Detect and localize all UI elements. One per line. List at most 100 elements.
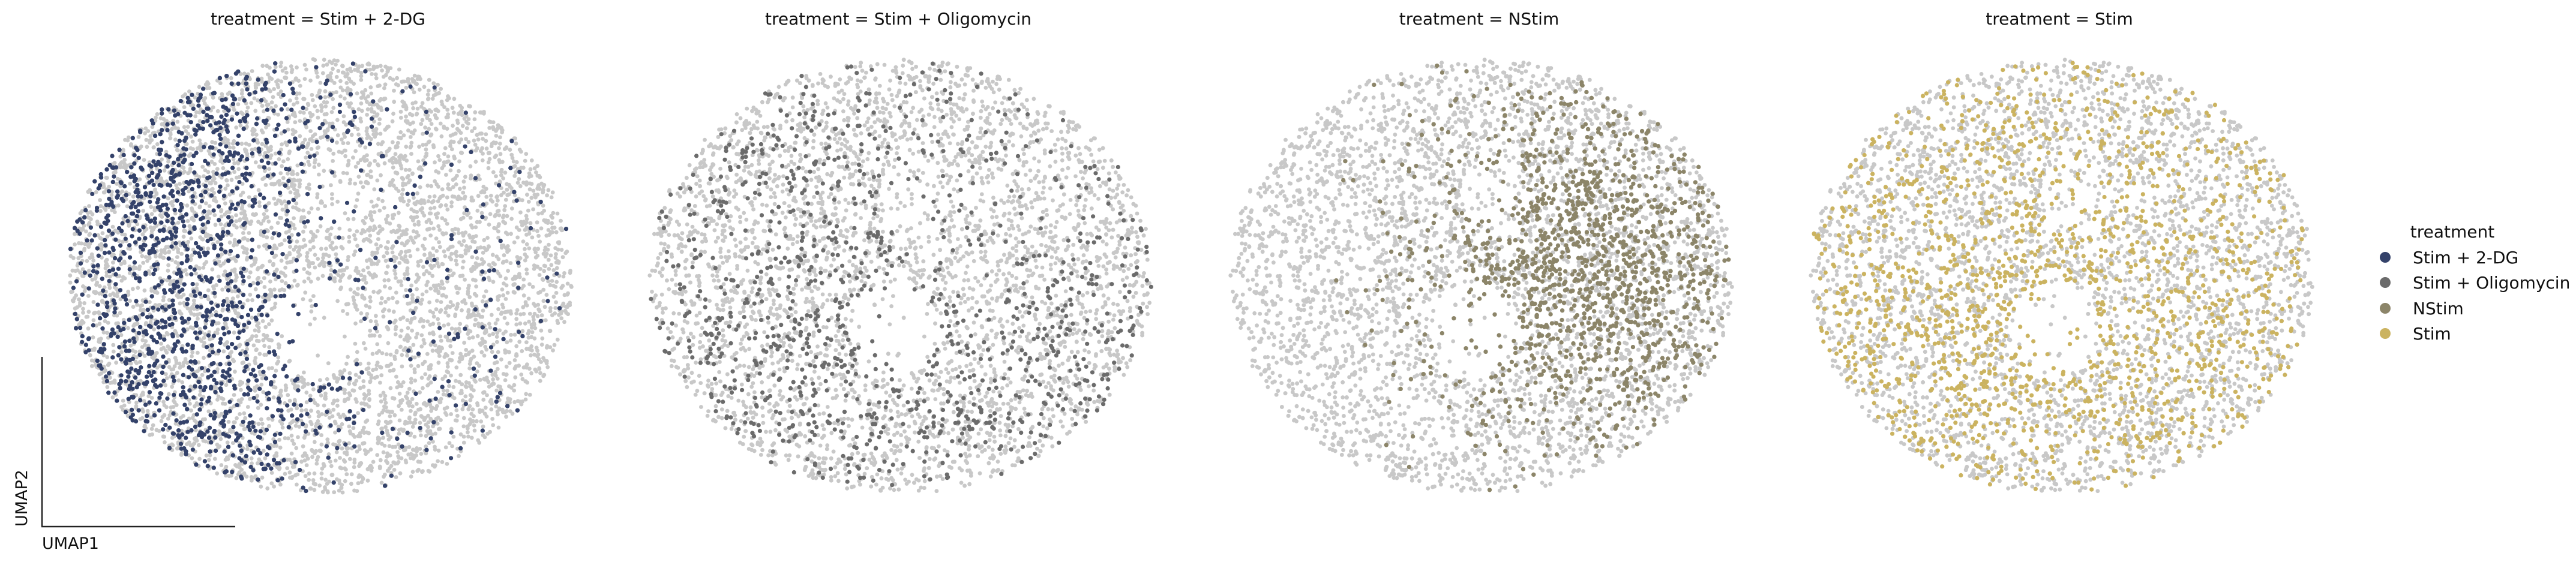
background-point [145, 138, 149, 142]
background-point [295, 164, 299, 168]
background-point [159, 214, 163, 218]
background-point [418, 88, 422, 92]
background-point [443, 407, 447, 411]
background-point [539, 329, 543, 333]
background-point [142, 399, 146, 403]
background-point [173, 401, 177, 405]
background-point [385, 352, 389, 356]
background-point [502, 281, 506, 285]
background-point [105, 258, 109, 262]
background-point [485, 393, 489, 398]
background-point [383, 300, 388, 304]
background-point [427, 140, 431, 144]
background-point [528, 187, 532, 191]
background-point [311, 98, 315, 102]
background-point [411, 106, 415, 110]
background-point [263, 285, 267, 289]
background-point [240, 142, 244, 146]
background-point [409, 380, 413, 384]
background-point [208, 86, 212, 90]
background-point [457, 160, 461, 164]
background-point [503, 221, 507, 226]
background-point [316, 192, 320, 196]
background-point [341, 64, 345, 68]
background-point [466, 122, 470, 126]
background-point [369, 319, 373, 323]
background-point [278, 446, 283, 450]
background-point [394, 350, 398, 354]
background-point [476, 137, 481, 142]
background-point [115, 294, 119, 298]
background-point [483, 340, 487, 344]
background-point [243, 416, 247, 420]
background-point [487, 244, 491, 248]
background-point [392, 368, 396, 372]
background-point [568, 300, 572, 305]
background-point [484, 289, 488, 293]
background-point [366, 479, 370, 483]
background-point [398, 383, 403, 387]
background-point [160, 157, 164, 161]
background-point [316, 109, 320, 113]
background-point [497, 209, 501, 213]
background-point [317, 91, 321, 95]
panel-title-3: treatment = NStim [1399, 9, 1559, 29]
background-point [68, 274, 72, 278]
background-point [277, 345, 281, 350]
background-point [437, 228, 442, 232]
background-point [250, 298, 254, 302]
background-point [292, 217, 296, 221]
background-point [391, 213, 395, 217]
background-point [475, 401, 479, 405]
background-point [322, 315, 326, 320]
background-point [386, 125, 391, 129]
background-point [378, 365, 382, 369]
background-point [554, 291, 559, 295]
background-point [202, 262, 206, 266]
background-point [527, 320, 531, 324]
background-point [391, 461, 395, 465]
background-point [418, 447, 422, 451]
background-point [445, 196, 449, 200]
background-point [166, 196, 170, 200]
background-point [370, 218, 374, 223]
background-point [464, 137, 468, 141]
background-point [264, 183, 268, 187]
background-point [547, 243, 551, 247]
background-point [365, 158, 369, 163]
background-point [427, 218, 431, 222]
background-point [331, 473, 335, 477]
background-point [391, 251, 395, 255]
background-point [505, 188, 509, 192]
background-point [197, 139, 202, 143]
background-point [442, 324, 446, 328]
background-point [521, 278, 526, 282]
background-point [226, 440, 230, 444]
background-point [354, 373, 358, 377]
background-point [433, 445, 437, 449]
background-point [311, 134, 315, 139]
background-point [379, 399, 383, 404]
background-point [230, 178, 234, 182]
background-point [494, 389, 499, 393]
background-point [427, 441, 431, 445]
background-point [338, 456, 342, 460]
background-point [422, 214, 426, 218]
background-point [529, 353, 533, 357]
background-point [431, 425, 435, 429]
background-point [499, 274, 503, 278]
background-point [252, 344, 256, 348]
background-point [476, 334, 480, 338]
background-point [277, 157, 281, 161]
background-point [296, 208, 300, 212]
background-point [563, 293, 567, 297]
background-point [437, 196, 442, 200]
background-point [274, 152, 278, 156]
background-point [421, 101, 425, 106]
background-point [211, 95, 215, 100]
background-point [181, 414, 185, 418]
background-point [335, 140, 339, 145]
background-point [440, 187, 445, 191]
background-point [407, 199, 411, 203]
background-point [518, 148, 522, 152]
